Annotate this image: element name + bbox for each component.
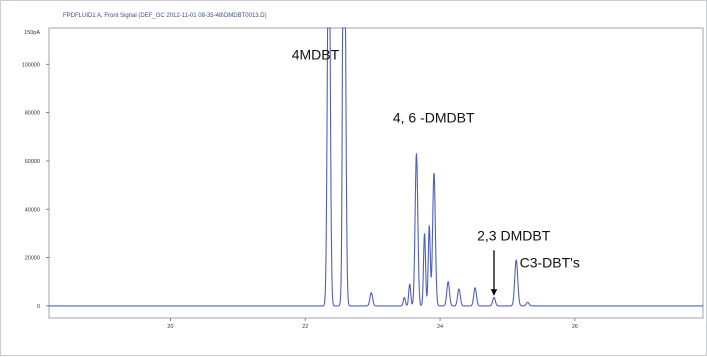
x-tick-label: 22 [302, 324, 308, 330]
peak-label: 4, 6 -DMDBT [393, 109, 475, 125]
y-tick-label: 80000 [25, 111, 40, 117]
peak-label: 2,3 DMDBT [477, 228, 551, 244]
plot-area [49, 28, 703, 318]
x-axis: 2022242628 [167, 318, 707, 330]
y-top-label: 150pA [24, 30, 40, 36]
x-tick-label: 24 [437, 324, 443, 330]
x-tick-label: 20 [167, 324, 173, 330]
signal-trace [49, 28, 703, 306]
peak-label: C3-DBT's [520, 254, 580, 270]
peak-label: 4MDBT [292, 46, 340, 62]
y-tick-label: 100000 [22, 62, 40, 68]
signal-title: FPDFLUID1 A, Front Signal (DEF_GC 2012-1… [63, 13, 267, 19]
y-tick-label: 60000 [25, 159, 40, 165]
y-tick-label: 20000 [25, 256, 40, 262]
y-axis: 0 20000 40000 60000 80000 100000 150pA [22, 30, 49, 310]
x-tick-label: 26 [572, 324, 578, 330]
y-tick-label: 0 [37, 304, 40, 310]
y-tick-label: 40000 [25, 207, 40, 213]
